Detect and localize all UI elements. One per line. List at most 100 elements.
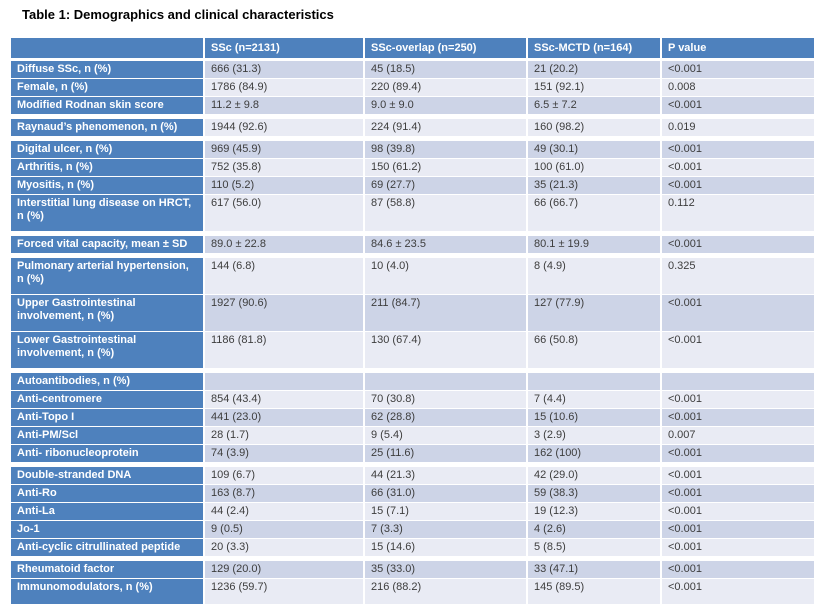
table-row: Immunomodulators, n (%) 1236 (59.7) 216 … [11,579,816,605]
row-label: Anti-La [11,503,205,521]
row-label: Diffuse SSc, n (%) [11,61,205,79]
table-title: Table 1: Demographics and clinical chara… [22,7,334,22]
cell-ssc: 44 (2.4) [205,503,365,521]
cell-pvalue: <0.001 [662,236,816,254]
cell-pvalue: <0.001 [662,141,816,159]
cell-pvalue [662,373,816,391]
cell-overlap: 7 (3.3) [365,521,528,539]
group-separator [11,557,816,561]
cell-ssc: 1236 (59.7) [205,579,365,605]
row-label: Modified Rodnan skin score [11,97,205,115]
cell-ssc: 1186 (81.8) [205,332,365,369]
cell-overlap: 130 (67.4) [365,332,528,369]
cell-overlap: 220 (89.4) [365,79,528,97]
table-row: Raynaud’s phenomenon, n (%) 1944 (92.6) … [11,119,816,137]
table-row: Diffuse SSc, n (%) 666 (31.3) 45 (18.5) … [11,61,816,79]
row-label: Interstitial lung disease on HRCT, n (%) [11,195,205,232]
cell-mctd: 42 (29.0) [528,467,662,485]
cell-pvalue: <0.001 [662,539,816,557]
cell-ssc: 163 (8.7) [205,485,365,503]
row-label: Anti-Ro [11,485,205,503]
cell-mctd: 160 (98.2) [528,119,662,137]
cell-pvalue: <0.001 [662,467,816,485]
cell-mctd: 100 (61.0) [528,159,662,177]
cell-ssc: 1944 (92.6) [205,119,365,137]
cell-mctd: 21 (20.2) [528,61,662,79]
table-row-section: Autoantibodies, n (%) [11,373,816,391]
cell-ssc: 1786 (84.9) [205,79,365,97]
row-label: Anti-cyclic citrullinated peptide [11,539,205,557]
cell-ssc: 11.2 ± 9.8 [205,97,365,115]
cell-mctd: 19 (12.3) [528,503,662,521]
row-label: Digital ulcer, n (%) [11,141,205,159]
row-label: Myositis, n (%) [11,177,205,195]
cell-mctd: 49 (30.1) [528,141,662,159]
cell-overlap: 70 (30.8) [365,391,528,409]
cell-ssc: 1927 (90.6) [205,295,365,332]
row-label: Rheumatoid factor [11,561,205,579]
group-separator [11,232,816,236]
header-p-value: P value [662,38,816,61]
cell-overlap: 9 (5.4) [365,427,528,445]
cell-pvalue: <0.001 [662,61,816,79]
cell-ssc: 28 (1.7) [205,427,365,445]
row-label: Pulmonary arterial hypertension, n (%) [11,258,205,295]
row-label: Immunomodulators, n (%) [11,579,205,605]
cell-ssc: 441 (23.0) [205,409,365,427]
row-label: Upper Gastrointestinal involvement, n (%… [11,295,205,332]
cell-mctd: 162 (100) [528,445,662,463]
cell-ssc: 617 (56.0) [205,195,365,232]
cell-pvalue: <0.001 [662,445,816,463]
table-row: Interstitial lung disease on HRCT, n (%)… [11,195,816,232]
cell-pvalue: <0.001 [662,409,816,427]
cell-mctd: 33 (47.1) [528,561,662,579]
table-row: Double-stranded DNA 109 (6.7) 44 (21.3) … [11,467,816,485]
row-label: Raynaud’s phenomenon, n (%) [11,119,205,137]
cell-overlap: 87 (58.8) [365,195,528,232]
header-empty-cell [11,38,205,61]
row-label: Anti- ribonucleoprotein [11,445,205,463]
cell-pvalue: <0.001 [662,579,816,605]
cell-mctd: 145 (89.5) [528,579,662,605]
header-ssc-overlap: SSc-overlap (n=250) [365,38,528,61]
cell-pvalue: 0.325 [662,258,816,295]
cell-ssc: 144 (6.8) [205,258,365,295]
group-separator [11,137,816,141]
cell-pvalue: 0.112 [662,195,816,232]
cell-ssc: 110 (5.2) [205,177,365,195]
cell-pvalue: 0.008 [662,79,816,97]
table-row: Rheumatoid factor 129 (20.0) 35 (33.0) 3… [11,561,816,579]
table-row: Lower Gastrointestinal involvement, n (%… [11,332,816,369]
table-row: Anti- ribonucleoprotein 74 (3.9) 25 (11.… [11,445,816,463]
group-separator [11,369,816,373]
cell-pvalue: 0.007 [662,427,816,445]
table-row: Jo-1 9 (0.5) 7 (3.3) 4 (2.6) <0.001 [11,521,816,539]
cell-overlap: 35 (33.0) [365,561,528,579]
row-label: Arthritis, n (%) [11,159,205,177]
group-separator [11,463,816,467]
table-row: Digital ulcer, n (%) 969 (45.9) 98 (39.8… [11,141,816,159]
cell-overlap: 224 (91.4) [365,119,528,137]
cell-mctd: 5 (8.5) [528,539,662,557]
row-label: Lower Gastrointestinal involvement, n (%… [11,332,205,369]
row-label: Female, n (%) [11,79,205,97]
cell-overlap: 66 (31.0) [365,485,528,503]
cell-mctd: 59 (38.3) [528,485,662,503]
cell-ssc: 752 (35.8) [205,159,365,177]
table-row: Modified Rodnan skin score 11.2 ± 9.8 9.… [11,97,816,115]
table-row: Anti-PM/Scl 28 (1.7) 9 (5.4) 3 (2.9) 0.0… [11,427,816,445]
table-row: Anti-cyclic citrullinated peptide 20 (3.… [11,539,816,557]
cell-pvalue: <0.001 [662,97,816,115]
cell-overlap: 15 (14.6) [365,539,528,557]
cell-pvalue: <0.001 [662,503,816,521]
cell-pvalue: <0.001 [662,485,816,503]
cell-ssc: 20 (3.3) [205,539,365,557]
cell-overlap: 69 (27.7) [365,177,528,195]
table-row: Anti-La 44 (2.4) 15 (7.1) 19 (12.3) <0.0… [11,503,816,521]
table-row: Upper Gastrointestinal involvement, n (%… [11,295,816,332]
header-ssc-mctd: SSc-MCTD (n=164) [528,38,662,61]
cell-mctd: 6.5 ± 7.2 [528,97,662,115]
table-row: Anti-Topo I 441 (23.0) 62 (28.8) 15 (10.… [11,409,816,427]
cell-pvalue: <0.001 [662,391,816,409]
cell-overlap: 84.6 ± 23.5 [365,236,528,254]
